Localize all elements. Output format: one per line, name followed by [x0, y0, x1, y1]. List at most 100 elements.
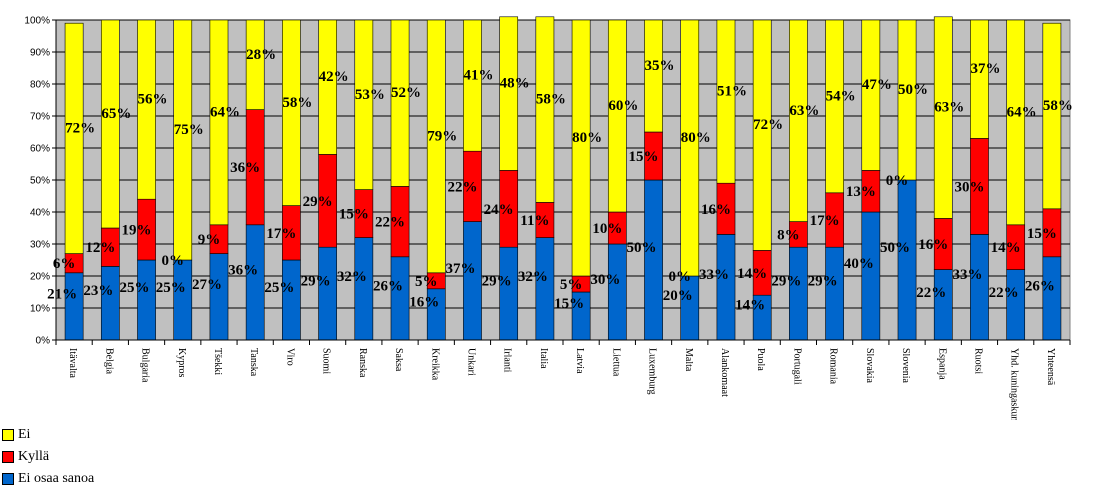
- category-label: Suomi: [321, 348, 332, 374]
- legend-item: Ei osaa sanoa: [2, 468, 94, 490]
- data-label: 11%: [520, 213, 549, 229]
- bar-segment: [535, 237, 555, 341]
- data-label: 16%: [918, 237, 948, 253]
- data-label: 29%: [301, 274, 331, 290]
- bar-segment: [1042, 256, 1062, 341]
- category-label: Slovenia: [900, 348, 911, 384]
- data-label: 33%: [952, 267, 982, 283]
- category-label: Yhd. kuningaskunta: [1009, 348, 1020, 420]
- bar-segment: [861, 19, 881, 171]
- data-label: 58%: [282, 95, 312, 111]
- data-label: 63%: [934, 100, 964, 116]
- data-label: 47%: [862, 77, 892, 93]
- data-label: 19%: [122, 223, 152, 239]
- data-label: 14%: [991, 240, 1021, 256]
- data-label: 25%: [264, 280, 294, 296]
- bar-segment: [245, 224, 265, 341]
- data-label: 33%: [699, 267, 729, 283]
- category-label: Espanja: [936, 348, 947, 380]
- data-label: 29%: [808, 274, 838, 290]
- data-label: 0%: [162, 253, 185, 269]
- data-label: 41%: [463, 68, 493, 84]
- data-labels: 21% 6% 72% 23% 12% 65% 25% 19% 56% 25% 0% 75% 27% 9% 6…: [47, 47, 1073, 314]
- data-label: 80%: [572, 130, 602, 146]
- bar-segment: [680, 19, 700, 277]
- bar-segment: [1006, 19, 1026, 226]
- data-label: 54%: [826, 88, 856, 104]
- bar-segment: [825, 246, 844, 341]
- data-label: 48%: [500, 76, 530, 92]
- bar-segment: [282, 19, 301, 206]
- data-label: 51%: [717, 84, 747, 100]
- category-label: Bulgaria: [140, 348, 151, 383]
- data-label: 0%: [669, 269, 692, 285]
- y-tick-label: 100%: [24, 16, 50, 27]
- legend-swatch: [2, 473, 14, 485]
- data-label: 37%: [445, 261, 475, 277]
- bar-segment: [644, 19, 663, 133]
- bar-segment: [680, 275, 700, 341]
- data-label: 6%: [53, 256, 76, 272]
- category-label: Tšekki: [212, 348, 223, 375]
- data-label: 63%: [789, 103, 819, 119]
- y-tick-label: 40%: [30, 208, 50, 219]
- bar-segment: [64, 272, 84, 341]
- data-label: 15%: [629, 149, 659, 165]
- data-label: 30%: [590, 272, 620, 288]
- data-label: 23%: [83, 283, 113, 299]
- data-label: 60%: [608, 98, 638, 114]
- bar-segment: [390, 19, 410, 187]
- data-label: 50%: [627, 240, 657, 256]
- data-label: 12%: [85, 240, 115, 256]
- data-label: 17%: [810, 213, 840, 229]
- data-label: 72%: [65, 120, 95, 136]
- data-label: 0%: [886, 173, 909, 189]
- bar-segment: [607, 243, 627, 341]
- data-label: 8%: [777, 227, 800, 243]
- data-label: 22%: [375, 215, 405, 231]
- data-label: 20%: [663, 288, 693, 304]
- y-axis: 0% 10% 20% 30% 40% 50% 60% 70% 80% 90% 100%: [24, 16, 57, 347]
- bar-segment: [64, 22, 84, 254]
- bar-segment: [173, 19, 193, 261]
- y-tick-label: 80%: [30, 80, 50, 91]
- bar-segment: [825, 19, 844, 194]
- data-label: 37%: [970, 61, 1000, 77]
- y-tick-label: 60%: [30, 144, 50, 155]
- category-label: Irlanti: [502, 348, 513, 373]
- bar-segment: [463, 221, 482, 341]
- data-label: 65%: [101, 106, 131, 122]
- category-label: Viro: [284, 348, 295, 366]
- data-label: 15%: [1027, 226, 1057, 242]
- data-label: 28%: [246, 47, 276, 63]
- data-label: 32%: [518, 269, 548, 285]
- bar-segment: [245, 19, 265, 110]
- bar-segment: [390, 256, 410, 341]
- bar-segment: [933, 269, 953, 341]
- data-label: 26%: [373, 278, 403, 294]
- bar-segment: [318, 19, 337, 155]
- bar-segment: [100, 266, 120, 341]
- category-label: Slovakia: [864, 348, 875, 384]
- y-tick-label: 30%: [30, 240, 50, 251]
- data-label: 22%: [989, 285, 1019, 301]
- category-label: Kreikka: [429, 348, 440, 381]
- data-label: 53%: [355, 87, 385, 103]
- category-label: Tanska: [248, 348, 259, 377]
- bar-segment: [282, 259, 301, 341]
- category-label: Portugali: [791, 348, 802, 385]
- data-label: 22%: [916, 285, 946, 301]
- category-label: Belgia: [103, 348, 114, 375]
- data-label: 10%: [592, 221, 622, 237]
- legend-label: Kyllä: [18, 449, 50, 464]
- bar-segment: [716, 234, 736, 341]
- data-label: 21%: [47, 286, 77, 302]
- category-label: Luxemburg: [647, 348, 658, 394]
- category-label: Alankomaat: [719, 348, 730, 397]
- data-label: 25%: [120, 280, 150, 296]
- category-label: Italia: [538, 348, 549, 369]
- category-label: Liettua: [610, 348, 621, 377]
- data-label: 42%: [319, 69, 349, 85]
- legend-label: Ei osaa sanoa: [18, 471, 95, 486]
- data-label: 40%: [844, 256, 874, 272]
